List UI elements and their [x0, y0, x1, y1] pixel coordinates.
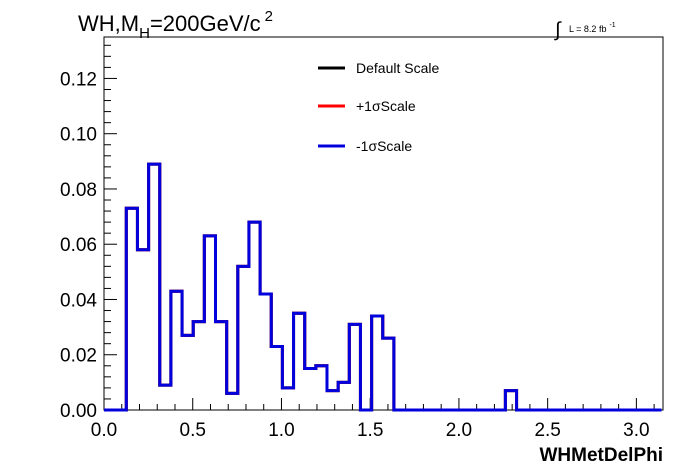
x-tick-label: 2.5	[534, 420, 560, 441]
x-tick-label: 0.5	[180, 420, 206, 441]
y-tick-label: 0.04	[60, 290, 97, 311]
y-tick-label: 0.06	[60, 235, 97, 256]
lumi-integral: ∫	[554, 19, 562, 41]
y-tick-label: 0.02	[60, 346, 97, 367]
series-line-1	[104, 162, 662, 412]
chart-title: WH,MH=200GeV/c 2	[78, 8, 273, 42]
series-group	[104, 162, 662, 412]
lumi-superscript: -1	[609, 22, 615, 29]
y-axis: 0.00 0.02 0.04 0.06 0.08 0.10 0.12	[60, 44, 117, 422]
lumi-label: L = 8.2 fb -1	[569, 22, 616, 34]
x-tick-label: 3.0	[623, 420, 649, 441]
x-axis-label: WHMetDelPhi	[540, 445, 664, 466]
plot-frame	[103, 36, 664, 411]
y-tick-label: 0.00	[60, 401, 97, 422]
x-tick-label: 0.0	[91, 420, 117, 441]
series-line-2	[104, 162, 662, 412]
legend-label: Default Scale	[356, 60, 439, 76]
chart-title-superscript: 2	[265, 8, 273, 25]
x-tick-label: 1.0	[268, 420, 294, 441]
legend: Default Scale +1σScale -1σScale	[318, 60, 439, 154]
chart-title-rest: =200GeV/c	[150, 11, 261, 36]
y-tick-label: 0.12	[60, 69, 97, 90]
chart-title-subscript: H	[139, 25, 150, 42]
legend-label: +1σScale	[356, 98, 416, 114]
lumi-text: L = 8.2 fb	[569, 24, 606, 34]
x-tick-label: 1.5	[357, 420, 383, 441]
series-line-0	[104, 162, 662, 412]
y-tick-label: 0.08	[60, 180, 97, 201]
y-tick-label: 0.10	[60, 125, 97, 146]
x-tick-label: 2.0	[446, 420, 472, 441]
legend-label: -1σScale	[356, 138, 412, 154]
chart-title-main: WH,M	[78, 11, 139, 36]
